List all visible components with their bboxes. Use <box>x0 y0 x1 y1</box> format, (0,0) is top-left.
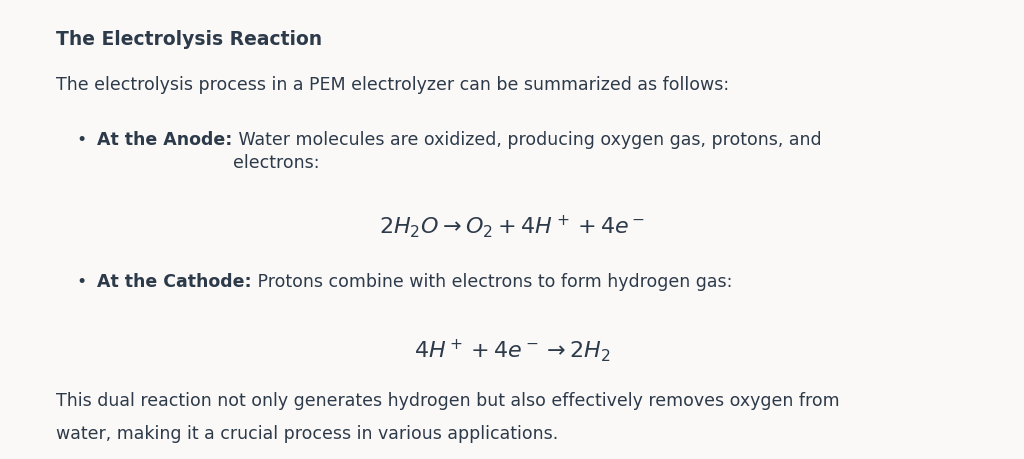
Text: This dual reaction not only generates hydrogen but also effectively removes oxyg: This dual reaction not only generates hy… <box>56 392 840 410</box>
Text: The Electrolysis Reaction: The Electrolysis Reaction <box>56 30 323 49</box>
Text: At the Anode:: At the Anode: <box>97 131 232 149</box>
Text: $4H^+ + 4e^- \rightarrow 2H_2$: $4H^+ + 4e^- \rightarrow 2H_2$ <box>414 337 610 364</box>
Text: At the Cathode:: At the Cathode: <box>97 273 252 291</box>
Text: water, making it a crucial process in various applications.: water, making it a crucial process in va… <box>56 425 558 442</box>
Text: Water molecules are oxidized, producing oxygen gas, protons, and
electrons:: Water molecules are oxidized, producing … <box>232 131 821 173</box>
Text: $2H_2O \rightarrow O_2 + 4H^+ + 4e^-$: $2H_2O \rightarrow O_2 + 4H^+ + 4e^-$ <box>379 213 645 241</box>
Text: Protons combine with electrons to form hydrogen gas:: Protons combine with electrons to form h… <box>252 273 732 291</box>
Text: •: • <box>77 273 87 291</box>
Text: The electrolysis process in a PEM electrolyzer can be summarized as follows:: The electrolysis process in a PEM electr… <box>56 76 729 94</box>
Text: •: • <box>77 131 87 149</box>
